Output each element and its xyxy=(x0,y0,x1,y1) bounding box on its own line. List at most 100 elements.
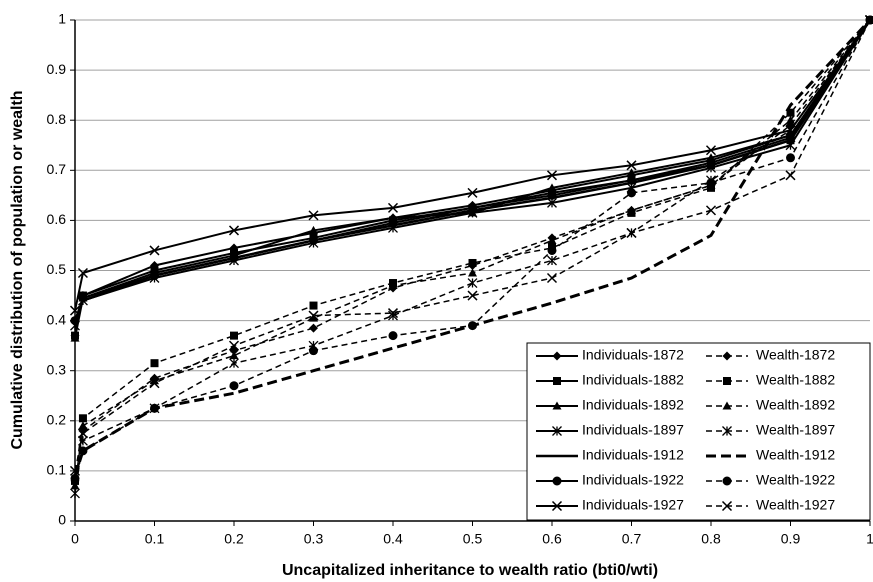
marker xyxy=(77,428,88,439)
legend-label: Individuals-1922 xyxy=(582,472,684,488)
marker xyxy=(547,245,557,255)
series-line xyxy=(74,19,871,487)
marker xyxy=(468,321,477,331)
marker xyxy=(388,218,398,228)
marker xyxy=(705,145,717,156)
series-line xyxy=(74,19,871,311)
y-tick-label: 0.9 xyxy=(47,61,67,77)
legend-label: Wealth-1897 xyxy=(756,422,835,438)
y-tick-label: 0.2 xyxy=(47,412,67,428)
y-tick-label: 0.3 xyxy=(47,361,67,377)
legend-label: Individuals-1897 xyxy=(582,422,684,438)
legend-label: Individuals-1912 xyxy=(582,447,684,463)
legend-box xyxy=(526,342,871,521)
x-tick-label: 0.9 xyxy=(781,531,801,547)
marker xyxy=(149,245,160,256)
marker xyxy=(309,301,318,310)
legend-marker xyxy=(552,426,562,436)
marker xyxy=(78,293,88,303)
marker xyxy=(229,253,239,263)
marker xyxy=(546,272,558,284)
legend-label: Individuals-1872 xyxy=(582,347,684,363)
marker xyxy=(70,473,80,483)
marker xyxy=(70,481,80,490)
x-tick-label: 0.7 xyxy=(622,531,642,547)
legend-label: Individuals-1892 xyxy=(582,397,684,413)
series-line xyxy=(74,19,871,472)
marker xyxy=(785,125,796,136)
marker xyxy=(149,378,160,389)
legend-label: Wealth-1927 xyxy=(756,497,835,513)
legend-marker xyxy=(552,476,562,486)
marker xyxy=(547,255,557,266)
marker xyxy=(229,381,239,391)
marker xyxy=(309,346,318,356)
legend-label: Wealth-1922 xyxy=(756,472,835,488)
marker xyxy=(230,331,238,340)
marker xyxy=(705,205,717,216)
x-tick-label: 0.8 xyxy=(701,531,721,547)
marker xyxy=(387,308,399,319)
marker xyxy=(786,115,795,124)
marker xyxy=(706,178,716,188)
marker xyxy=(388,281,398,290)
marker xyxy=(150,403,159,413)
marker xyxy=(309,225,318,234)
marker xyxy=(546,170,558,181)
marker xyxy=(626,227,637,238)
series-line xyxy=(74,19,871,482)
marker xyxy=(78,421,88,430)
marker xyxy=(547,190,557,200)
marker xyxy=(627,205,636,214)
marker xyxy=(70,316,80,326)
x-tick-label: 0 xyxy=(71,531,79,547)
series-line xyxy=(74,19,871,494)
marker xyxy=(626,160,637,171)
marker xyxy=(228,340,240,351)
marker xyxy=(308,310,319,321)
legend-marker xyxy=(722,476,732,486)
marker xyxy=(547,183,557,192)
legend-label: Wealth-1912 xyxy=(756,447,835,463)
x-tick-label: 0.1 xyxy=(145,531,165,547)
legend-marker xyxy=(552,351,562,361)
legend-label: Wealth-1872 xyxy=(756,347,835,363)
marker xyxy=(150,271,159,281)
marker xyxy=(786,108,795,117)
marker xyxy=(547,235,557,244)
marker xyxy=(228,225,240,236)
y-tick-label: 0 xyxy=(58,512,66,528)
marker xyxy=(309,323,318,333)
marker xyxy=(468,268,477,277)
marker xyxy=(150,376,159,385)
marker xyxy=(387,202,399,213)
marker xyxy=(864,14,873,26)
y-tick-label: 0.7 xyxy=(47,161,67,177)
series-line xyxy=(74,19,871,479)
series-line xyxy=(73,18,872,477)
marker xyxy=(467,290,478,301)
y-axis-label: Cumulative distribution of population or… xyxy=(9,90,26,449)
marker xyxy=(468,258,477,267)
legend-marker xyxy=(722,351,732,361)
series-line xyxy=(74,19,871,336)
legend-marker xyxy=(721,500,733,512)
legend-marker xyxy=(722,401,732,410)
marker xyxy=(69,305,81,316)
legend-marker xyxy=(551,500,563,512)
y-tick-label: 0.8 xyxy=(47,111,67,127)
series-line xyxy=(74,19,871,321)
y-tick-label: 0.1 xyxy=(47,462,67,478)
marker xyxy=(77,267,88,279)
marker xyxy=(77,435,88,446)
x-tick-label: 0.3 xyxy=(304,531,324,547)
marker xyxy=(150,359,159,368)
marker xyxy=(547,197,557,208)
marker xyxy=(706,158,716,168)
marker xyxy=(229,358,239,369)
y-tick-label: 0.5 xyxy=(47,261,67,277)
legend-marker xyxy=(722,426,732,436)
y-tick-label: 0.6 xyxy=(47,211,67,227)
legend-label: Wealth-1892 xyxy=(756,397,835,413)
marker xyxy=(309,313,318,322)
